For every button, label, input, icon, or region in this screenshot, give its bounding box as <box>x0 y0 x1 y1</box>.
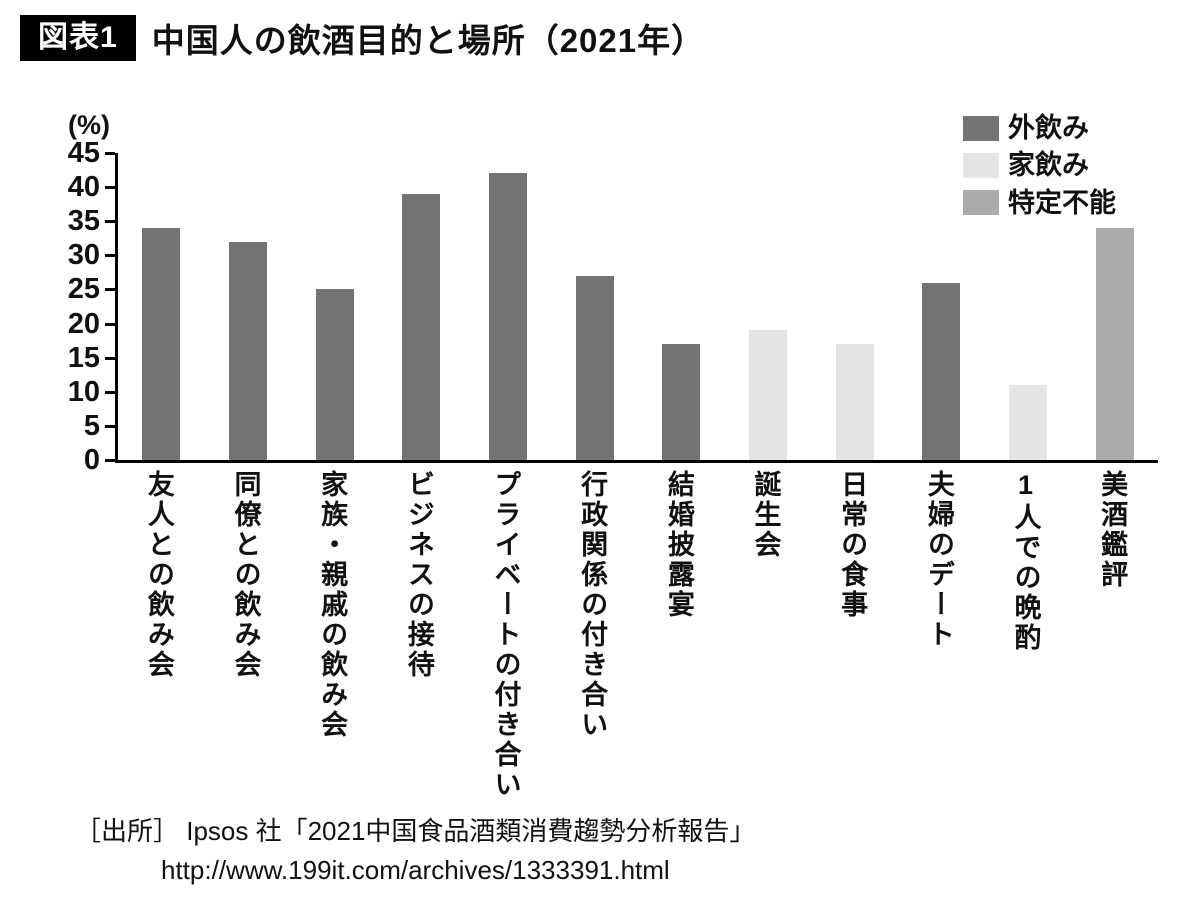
legend-swatch <box>963 115 999 141</box>
legend-swatch <box>963 190 999 216</box>
y-tick-mark <box>105 459 115 462</box>
y-tick-mark <box>105 186 115 190</box>
source-line-2: http://www.199it.com/archives/1333391.ht… <box>161 855 670 885</box>
legend-label: 特定不能 <box>1008 187 1116 218</box>
y-tick-label: 5 <box>83 409 100 442</box>
category-label: 美酒鑑評 <box>1097 470 1128 590</box>
y-axis-unit-label: (%) <box>68 110 110 140</box>
legend-label: 家飲み <box>1008 150 1089 181</box>
y-tick-label: 10 <box>67 375 100 408</box>
category-label: 誕生会 <box>750 470 781 560</box>
bar <box>1009 384 1047 460</box>
category-label: 家族・親戚の飲み会 <box>317 470 348 740</box>
bar <box>229 241 267 460</box>
category-label: ビジネスの接待 <box>403 470 434 680</box>
y-tick-mark <box>105 254 115 258</box>
category-label: 夫婦のデート <box>923 470 954 650</box>
legend-swatch <box>963 153 999 179</box>
category-label: 同僚との飲み会 <box>230 470 261 680</box>
legend: 外飲み家飲み特定不能 <box>963 112 1116 224</box>
y-tick-label: 35 <box>67 205 100 238</box>
category-label: プライベートの付き合い <box>490 470 521 800</box>
y-tick-mark <box>105 424 115 428</box>
figure-title: 中国人の飲酒目的と場所（2021年） <box>151 22 706 59</box>
bar <box>402 193 441 460</box>
plot-area: 0 5 10 15 20 25 30 35 40 45 <box>68 139 1158 475</box>
bar <box>489 173 527 460</box>
bar <box>142 228 181 460</box>
bar <box>835 344 874 460</box>
y-tick-mark <box>105 220 115 224</box>
source-note: ［出所］ Ipsos 社「2021中国食品酒類消費趨勢分析報告」 http://… <box>75 812 755 890</box>
y-tick-mark <box>105 288 115 292</box>
y-tick-label: 45 <box>67 137 100 169</box>
bar <box>315 289 354 460</box>
y-tick-label: 15 <box>67 341 100 374</box>
y-tick-label: 25 <box>67 273 100 306</box>
category-label: 結婚披露宴 <box>663 470 694 620</box>
figure-badge: 図表1 <box>20 14 136 62</box>
legend-item: 外飲み <box>963 112 1116 144</box>
figure-header: 図表1 中国人の飲酒目的と場所（2021年） <box>20 14 705 62</box>
category-label: 1人での晩酌 <box>1010 470 1041 653</box>
category-label: 行政関係の付き合い <box>577 470 608 740</box>
category-label: 日常の食事 <box>837 470 868 620</box>
y-tick-label: 40 <box>67 171 100 204</box>
source-line-1: ［出所］ Ipsos 社「2021中国食品酒類消費趨勢分析報告」 <box>75 816 756 846</box>
y-tick-label: 20 <box>67 307 100 340</box>
legend-item: 家飲み <box>963 149 1116 181</box>
bar <box>1095 228 1134 460</box>
y-tick-mark <box>105 390 115 394</box>
bar <box>749 330 787 460</box>
legend-item: 特定不能 <box>963 187 1116 219</box>
category-label: 友人との飲み会 <box>143 470 174 680</box>
y-tick-label: 0 <box>83 444 100 476</box>
y-tick-mark <box>105 322 115 326</box>
y-tick-mark <box>105 152 115 155</box>
legend-label: 外飲み <box>1008 113 1089 143</box>
bar <box>922 282 961 460</box>
bar <box>575 275 614 460</box>
y-tick-label: 30 <box>67 239 100 272</box>
y-tick-mark <box>105 356 115 360</box>
bar <box>662 344 701 460</box>
category-axis: 友人との飲み会 同僚との飲み会 家族・親戚の飲み会 ビジネスの接待 プライベートの付き合… <box>115 470 1155 800</box>
